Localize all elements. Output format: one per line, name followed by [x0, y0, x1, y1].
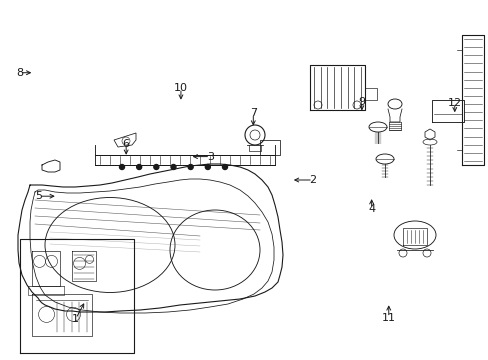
Text: 12: 12 [447, 98, 461, 108]
Circle shape [119, 165, 124, 170]
Text: 7: 7 [249, 108, 256, 118]
Text: 1: 1 [72, 314, 79, 324]
Text: 4: 4 [367, 204, 374, 214]
Circle shape [222, 165, 227, 170]
Circle shape [205, 165, 210, 170]
Text: 2: 2 [309, 175, 316, 185]
Circle shape [188, 165, 193, 170]
Text: 6: 6 [122, 139, 129, 149]
Text: 8: 8 [16, 68, 23, 78]
Circle shape [171, 165, 176, 170]
Circle shape [136, 165, 142, 170]
Text: 5: 5 [36, 191, 42, 201]
Text: 10: 10 [174, 83, 187, 93]
Text: 3: 3 [206, 152, 213, 162]
Text: 9: 9 [358, 96, 365, 107]
Text: 11: 11 [381, 312, 395, 323]
Circle shape [154, 165, 159, 170]
